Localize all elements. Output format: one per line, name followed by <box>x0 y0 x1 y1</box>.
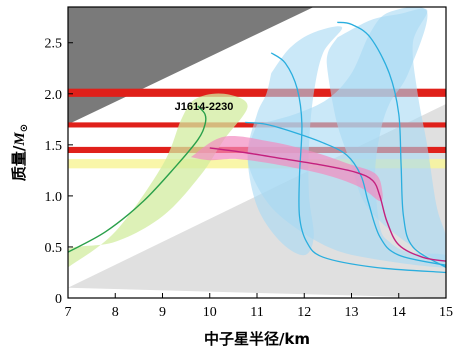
x-tick-label: 8 <box>112 305 119 320</box>
y-tick-label: 2.5 <box>45 37 63 52</box>
y-axis-label-unit: M <box>12 132 28 147</box>
y-axis-label: 质量/M⊙ <box>10 124 30 181</box>
y-tick-label: 1.5 <box>45 139 63 154</box>
x-tick-label: 13 <box>345 305 359 320</box>
x-tick-label: 7 <box>65 305 72 320</box>
y-tick-label: 2.0 <box>45 88 63 103</box>
x-tick-label: 12 <box>297 305 311 320</box>
x-tick-label: 11 <box>250 305 263 320</box>
y-axis-label-sub: ⊙ <box>19 124 30 132</box>
x-tick-label: 10 <box>203 305 217 320</box>
y-tick-label: 0.5 <box>45 241 63 256</box>
x-axis-label: 中子星半径/km <box>204 330 310 348</box>
x-tick-label: 9 <box>159 305 166 320</box>
annotation-j1614-2230: J1614-2230 <box>175 101 234 113</box>
svg-text:质量/M⊙: 质量/M⊙ <box>10 124 30 181</box>
y-tick-label: 1.0 <box>45 190 63 205</box>
x-tick-label: 14 <box>392 305 406 320</box>
y-axis-label-main: 质量/ <box>10 145 28 181</box>
y-tick-label: 0 <box>55 292 62 307</box>
plot-area <box>64 7 452 298</box>
x-tick-label: 15 <box>439 305 453 320</box>
